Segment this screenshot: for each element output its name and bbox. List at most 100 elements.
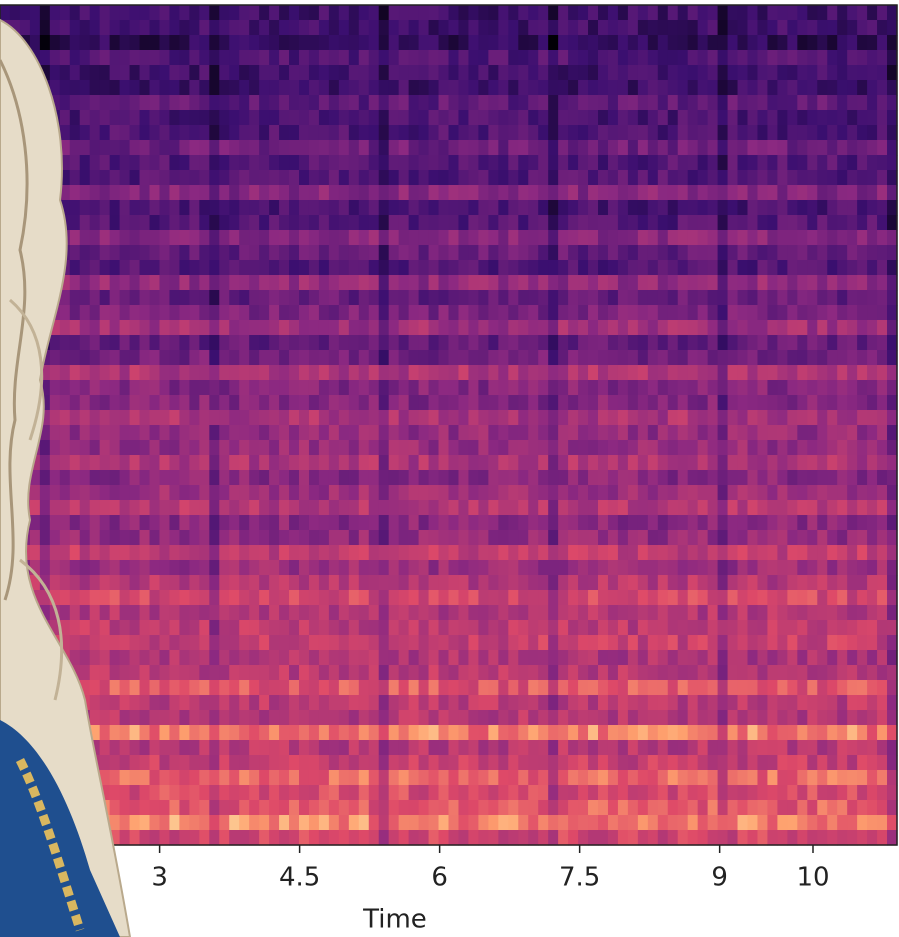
- spectrogram-cell: [338, 485, 350, 501]
- spectrogram-cell: [847, 620, 858, 636]
- spectrogram-cell: [259, 485, 270, 501]
- spectrogram-cell: [338, 80, 350, 96]
- spectrogram-cell: [259, 230, 270, 246]
- spectrogram-cell: [279, 350, 290, 366]
- spectrogram-cell: [259, 710, 270, 726]
- spectrogram-cell: [279, 320, 290, 336]
- spectrogram-cell: [338, 575, 350, 591]
- spectrogram-cell: [637, 710, 649, 726]
- spectrogram-cell: [308, 65, 320, 81]
- spectrogram-cell: [478, 215, 489, 231]
- spectrogram-cell: [757, 605, 769, 621]
- spectrogram-cell: [687, 230, 699, 246]
- spectrogram-cell: [139, 485, 151, 501]
- spectrogram-cell: [588, 575, 599, 591]
- spectrogram-cell: [817, 485, 828, 501]
- spectrogram-cell: [358, 770, 370, 786]
- spectrogram-cell: [299, 260, 310, 276]
- spectrogram-cell: [887, 200, 898, 216]
- spectrogram-cell: [827, 35, 838, 51]
- spectrogram-cell: [259, 50, 270, 66]
- spectrogram-cell: [109, 50, 121, 66]
- spectrogram-cell: [568, 185, 579, 201]
- spectrogram-cell: [548, 695, 559, 711]
- spectrogram-cell: [199, 395, 210, 411]
- spectrogram-cell: [827, 200, 838, 216]
- spectrogram-cell: [318, 95, 330, 111]
- spectrogram-cell: [119, 275, 131, 291]
- spectrogram-cell: [607, 215, 619, 231]
- spectrogram-cell: [877, 35, 888, 51]
- spectrogram-cell: [219, 620, 230, 636]
- spectrogram-cell: [189, 725, 200, 741]
- spectrogram-cell: [378, 455, 390, 471]
- spectrogram-cell: [488, 590, 499, 606]
- spectrogram-cell: [837, 395, 848, 411]
- spectrogram-cell: [617, 470, 629, 486]
- spectrogram-cell: [707, 755, 719, 771]
- spectrogram-cell: [99, 395, 111, 411]
- spectrogram-cell: [637, 770, 649, 786]
- spectrogram-cell: [568, 440, 579, 456]
- spectrogram-cell: [478, 560, 489, 576]
- spectrogram-cell: [827, 245, 838, 261]
- spectrogram-cell: [378, 425, 390, 441]
- spectrogram-cell: [308, 470, 320, 486]
- spectrogram-cell: [139, 455, 151, 471]
- spectrogram-cell: [558, 680, 569, 696]
- spectrogram-cell: [149, 320, 161, 336]
- spectrogram-cell: [498, 680, 509, 696]
- spectrogram-cell: [737, 320, 749, 336]
- spectrogram-cell: [727, 440, 739, 456]
- spectrogram-cell: [179, 815, 190, 831]
- spectrogram-cell: [249, 560, 260, 576]
- spectrogram-cell: [558, 650, 569, 666]
- spectrogram-cell: [637, 200, 649, 216]
- spectrogram-cell: [607, 500, 619, 516]
- spectrogram-cell: [847, 770, 858, 786]
- spectrogram-cell: [747, 125, 759, 141]
- spectrogram-cell: [777, 380, 788, 396]
- spectrogram-cell: [757, 485, 769, 501]
- spectrogram-cell: [747, 440, 759, 456]
- spectrogram-cell: [259, 275, 270, 291]
- spectrogram-cell: [837, 290, 848, 306]
- spectrogram-cell: [179, 575, 190, 591]
- spectrogram-cell: [368, 395, 380, 411]
- spectrogram-cell: [388, 500, 400, 516]
- spectrogram-cell: [588, 50, 599, 66]
- spectrogram-cell: [269, 800, 280, 816]
- spectrogram-cell: [189, 785, 200, 801]
- spectrogram-cell: [269, 770, 280, 786]
- spectrogram-cell: [617, 530, 629, 546]
- spectrogram-cell: [79, 455, 91, 471]
- spectrogram-cell: [478, 380, 489, 396]
- spectrogram-cell: [498, 5, 509, 21]
- spectrogram-cell: [727, 725, 739, 741]
- spectrogram-cell: [159, 395, 171, 411]
- spectrogram-cell: [737, 650, 749, 666]
- spectrogram-cell: [468, 155, 479, 171]
- spectrogram-cell: [647, 410, 659, 426]
- spectrogram-cell: [647, 290, 659, 306]
- spectrogram-cell: [697, 725, 709, 741]
- spectrogram-cell: [338, 665, 350, 681]
- spectrogram-cell: [358, 320, 370, 336]
- spectrogram-cell: [518, 50, 529, 66]
- spectrogram-cell: [79, 230, 91, 246]
- spectrogram-cell: [259, 410, 270, 426]
- spectrogram-cell: [867, 620, 878, 636]
- spectrogram-cell: [617, 245, 629, 261]
- spectrogram-cell: [478, 275, 489, 291]
- spectrogram-cell: [139, 620, 151, 636]
- spectrogram-cell: [777, 50, 788, 66]
- spectrogram-cell: [877, 125, 888, 141]
- spectrogram-cell: [697, 290, 709, 306]
- spectrogram-cell: [747, 320, 759, 336]
- spectrogram-cell: [887, 665, 898, 681]
- spectrogram-cell: [378, 500, 390, 516]
- spectrogram-cell: [857, 815, 868, 831]
- spectrogram-cell: [498, 320, 509, 336]
- spectrogram-cell: [289, 380, 300, 396]
- spectrogram-cell: [817, 665, 828, 681]
